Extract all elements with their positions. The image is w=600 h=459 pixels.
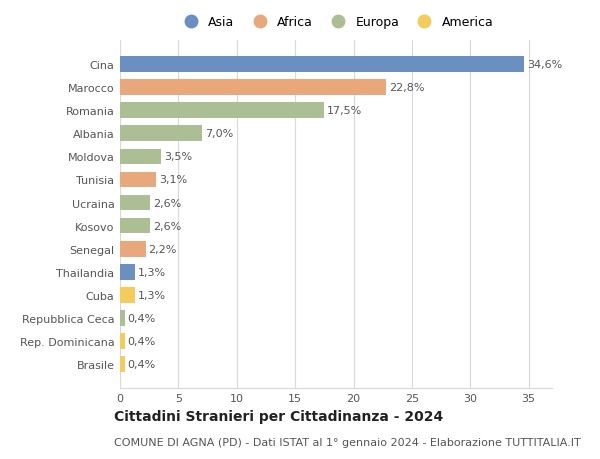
Bar bbox=[120, 126, 202, 142]
Text: 0,4%: 0,4% bbox=[128, 336, 156, 346]
Text: 3,5%: 3,5% bbox=[164, 152, 192, 162]
Bar bbox=[120, 333, 125, 349]
Bar bbox=[120, 195, 151, 211]
Legend: Asia, Africa, Europa, America: Asia, Africa, Europa, America bbox=[178, 17, 494, 29]
Text: COMUNE DI AGNA (PD) - Dati ISTAT al 1° gennaio 2024 - Elaborazione TUTTITALIA.IT: COMUNE DI AGNA (PD) - Dati ISTAT al 1° g… bbox=[114, 437, 581, 447]
Bar bbox=[120, 264, 135, 280]
Bar bbox=[120, 80, 386, 96]
Bar bbox=[120, 218, 151, 234]
Text: Cittadini Stranieri per Cittadinanza - 2024: Cittadini Stranieri per Cittadinanza - 2… bbox=[114, 409, 443, 423]
Bar bbox=[120, 241, 146, 257]
Text: 0,4%: 0,4% bbox=[128, 313, 156, 323]
Text: 3,1%: 3,1% bbox=[159, 175, 187, 185]
Bar bbox=[120, 287, 135, 303]
Text: 2,2%: 2,2% bbox=[149, 244, 177, 254]
Text: 17,5%: 17,5% bbox=[327, 106, 362, 116]
Text: 7,0%: 7,0% bbox=[205, 129, 233, 139]
Text: 0,4%: 0,4% bbox=[128, 359, 156, 369]
Bar bbox=[120, 103, 325, 119]
Text: 22,8%: 22,8% bbox=[389, 83, 425, 93]
Text: 1,3%: 1,3% bbox=[138, 267, 166, 277]
Bar bbox=[120, 149, 161, 165]
Bar bbox=[120, 357, 125, 372]
Text: 2,6%: 2,6% bbox=[153, 198, 182, 208]
Text: 34,6%: 34,6% bbox=[527, 60, 562, 70]
Text: 2,6%: 2,6% bbox=[153, 221, 182, 231]
Bar bbox=[120, 310, 125, 326]
Bar bbox=[120, 57, 524, 73]
Bar bbox=[120, 172, 156, 188]
Text: 1,3%: 1,3% bbox=[138, 290, 166, 300]
